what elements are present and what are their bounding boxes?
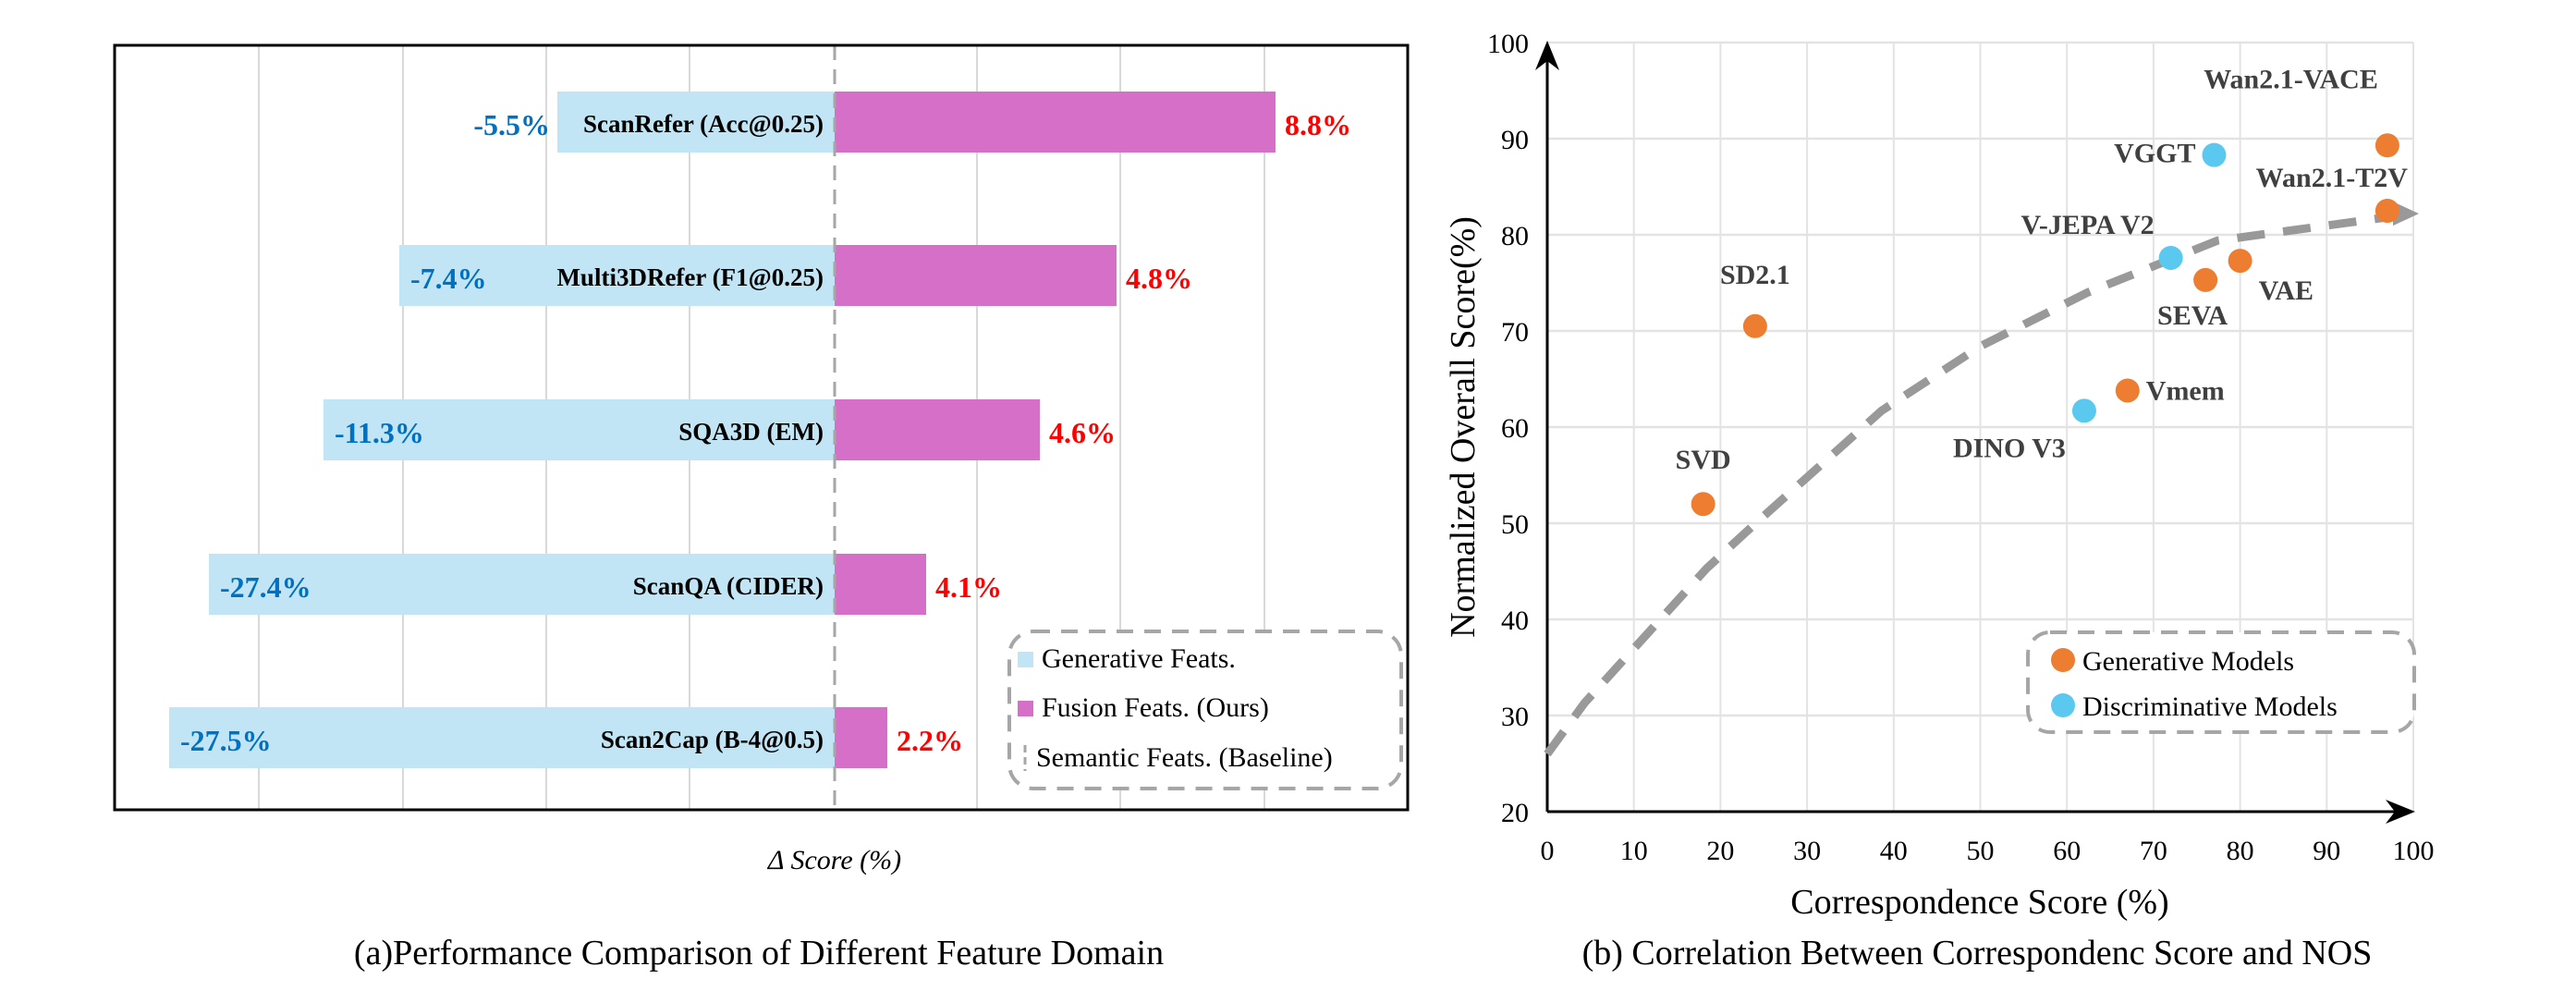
x-tick-label: 50 (1967, 836, 1995, 866)
y-axis-arrow-icon (1535, 41, 1559, 70)
fusion-value-label: 2.2% (897, 724, 963, 757)
fusion-bar (835, 554, 926, 615)
caption-b: (b) Correlation Between Correspondenc Sc… (1582, 934, 2373, 972)
category-label: ScanRefer (Acc@0.25) (583, 110, 824, 138)
scatter-point (2193, 267, 2218, 292)
fusion-value-label: 4.8% (1126, 262, 1192, 295)
scatter-point (2115, 378, 2140, 403)
y-tick-label: 100 (1487, 29, 1529, 59)
fusion-value-label: 8.8% (1285, 108, 1351, 141)
y-tick-label: 60 (1501, 413, 1529, 444)
plot-frame (113, 43, 1410, 812)
x-tick-label: 40 (1880, 836, 1908, 866)
y-tick-label: 80 (1501, 221, 1529, 251)
fusion-bar (835, 245, 1117, 306)
scatter-point (2158, 245, 2183, 270)
fusion-value-label: 4.1% (935, 570, 1002, 604)
scatter-point (1691, 492, 1715, 517)
generative-value-label: -27.5% (180, 724, 272, 757)
y-tick-label: 90 (1501, 125, 1529, 155)
legend-label-generative: Generative Feats. (1042, 643, 1236, 674)
point-label: VAE (2259, 275, 2314, 306)
legend-marker-discriminative (2051, 693, 2075, 717)
point-label: SVD (1676, 445, 1731, 475)
legend-label-generative: Generative Models (2082, 646, 2294, 677)
category-label: Multi3DRefer (F1@0.25) (556, 263, 824, 291)
x-tick-label: 70 (2140, 836, 2167, 866)
x-tick-label: 10 (1620, 836, 1648, 866)
x-tick-label: 60 (2053, 836, 2081, 866)
x-axis-arrow-icon (2386, 800, 2415, 824)
caption-a: (a)Performance Comparison of Different F… (354, 934, 1164, 972)
scatter-point (2375, 199, 2399, 223)
fusion-bar (835, 399, 1040, 460)
scatter-point (2375, 133, 2399, 158)
y-tick-label: 20 (1501, 798, 1529, 828)
scatter-point (2071, 398, 2096, 423)
generative-bar (169, 707, 835, 768)
point-label: Vmem (2146, 375, 2225, 406)
generative-value-label: -7.4% (410, 262, 487, 295)
point-label: Wan2.1-T2V (2256, 163, 2409, 193)
generative-bar (324, 399, 835, 460)
legend-marker-generative (2051, 648, 2075, 672)
fusion-bar (835, 707, 887, 768)
x-tick-label: 0 (1541, 836, 1555, 866)
x-axis-label: Correspondence Score (%) (1790, 883, 2168, 922)
y-axis-label: Normalized Overall Score(%) (1444, 216, 1483, 638)
fusion-bar (835, 92, 1276, 153)
legend-swatch-generative (1018, 652, 1033, 667)
trend-arrow-icon (2393, 202, 2419, 226)
x-axis-label: Δ Score (%) (767, 845, 901, 875)
point-label: V-JEPA V2 (2021, 210, 2154, 240)
x-tick-label: 100 (2393, 836, 2435, 866)
generative-value-label: -11.3% (335, 416, 424, 449)
scatter-point (2202, 142, 2227, 167)
y-tick-label: 50 (1501, 509, 1529, 540)
point-label: VGGT (2114, 139, 2195, 169)
legend-box (2026, 630, 2416, 734)
x-tick-label: 20 (1706, 836, 1734, 866)
category-label: ScanQA (CIDER) (633, 572, 824, 600)
generative-bar (399, 245, 835, 306)
generative-bar (557, 92, 835, 153)
point-label: DINO V3 (1953, 433, 2066, 463)
category-label: Scan2Cap (B-4@0.5) (601, 726, 824, 753)
scatter-point (1742, 313, 1767, 338)
legend-label-fusion: Fusion Feats. (Ours) (1042, 692, 1269, 723)
x-tick-label: 80 (2227, 836, 2254, 866)
generative-value-label: -27.4% (220, 570, 311, 604)
x-tick-label: 30 (1793, 836, 1821, 866)
legend-label-baseline: Semantic Feats. (Baseline) (1036, 742, 1333, 773)
fusion-value-label: 4.6% (1049, 416, 1116, 449)
y-tick-label: 30 (1501, 702, 1529, 732)
x-tick-label: 90 (2313, 836, 2340, 866)
category-label: SQA3D (EM) (678, 418, 824, 446)
point-label: SD2.1 (1720, 260, 1790, 290)
generative-value-label: -5.5% (473, 108, 550, 141)
y-tick-label: 70 (1501, 317, 1529, 348)
point-label: SEVA (2157, 300, 2228, 331)
point-label: Wan2.1-VACE (2204, 64, 2378, 94)
legend-label-discriminative: Discriminative Models (2082, 691, 2338, 722)
y-tick-label: 40 (1501, 605, 1529, 636)
scatter-point (2228, 249, 2252, 274)
generative-bar (209, 554, 835, 615)
legend-box (1007, 630, 1403, 790)
legend-swatch-fusion (1018, 701, 1033, 716)
